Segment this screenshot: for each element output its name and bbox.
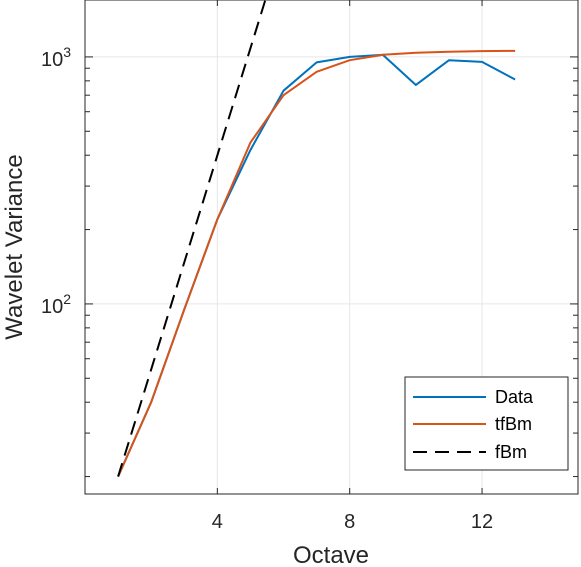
y-tick-label: 102 [41,291,71,318]
x-tick-label: 4 [212,511,223,533]
plot-frame [84,0,579,495]
y-axis-label: Wavelet Variance [1,154,28,339]
legend-label-data: Data [495,387,534,407]
x-axis-label: Octave [293,542,369,567]
series-lines [117,0,516,477]
legend: Data tfBm fBm [404,376,569,471]
legend-label-tfbm: tfBm [495,414,532,434]
legend-label-fbm: fBm [495,442,527,462]
x-tick-label: 8 [344,511,355,533]
x-tick-label: 12 [471,511,493,533]
series-line-tfbm [117,49,516,477]
y-tick-label: 103 [41,44,71,71]
axis-ticks: 4 8 12 102 103 [41,0,578,533]
series-line-fbm [117,0,267,477]
